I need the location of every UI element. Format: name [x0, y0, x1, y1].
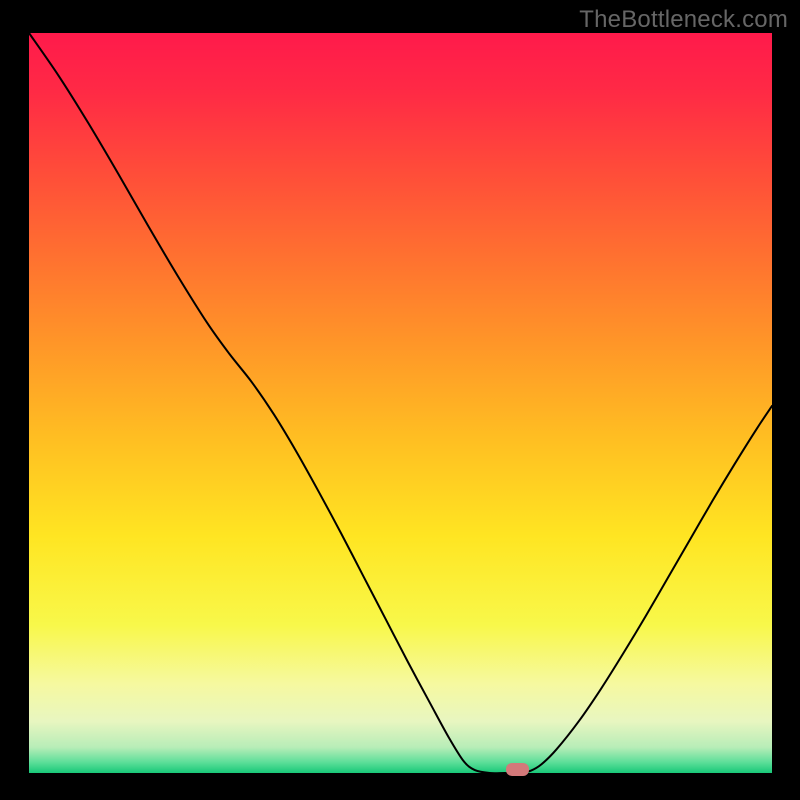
bottleneck-curve [0, 0, 800, 800]
optimum-marker [506, 763, 529, 776]
stage: TheBottleneck.com [0, 0, 800, 800]
watermark-text: TheBottleneck.com [579, 6, 788, 34]
